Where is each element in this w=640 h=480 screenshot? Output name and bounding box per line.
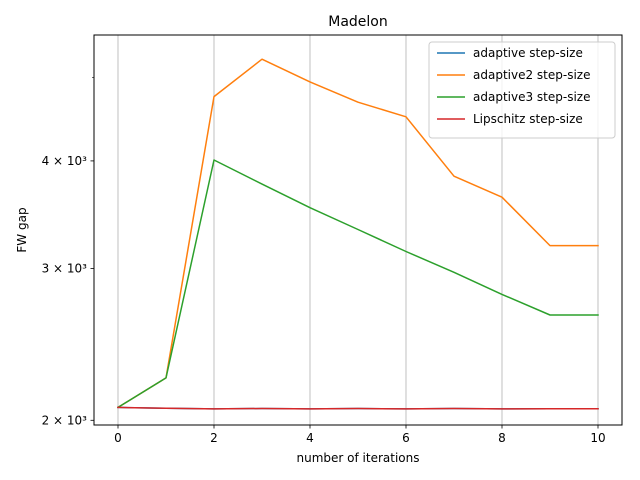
x-tick-label: 6 [402,431,410,445]
series-lines [116,58,599,410]
x-tick-label: 8 [498,431,506,445]
x-tick-label: 2 [210,431,218,445]
plot-frame [93,34,623,426]
x-tick-label: 10 [590,431,605,445]
x-tick-label: 0 [114,431,122,445]
x-axis-label: number of iterations [297,451,420,465]
series-line-2 [116,159,599,409]
x-axis-ticks: 0 2 4 6 8 10 [114,425,606,445]
series-line-1 [116,58,599,409]
y-axis-label: FW gap [15,207,29,252]
chart-title: Madelon [328,14,388,30]
legend-box [428,41,616,139]
legend-entry: adaptive3 step-size [473,90,590,104]
legend-entry: Lipschitz step-size [473,112,583,126]
legend-entry: adaptive step-size [473,46,583,60]
x-tick-label: 4 [306,431,314,445]
series-line-3 [117,406,599,410]
legend: adaptive step-size adaptive2 step-size ada… [428,41,616,139]
y-tick-label: 4 × 10³ [42,154,88,168]
y-tick-label: 2 × 10³ [42,413,88,427]
y-axis-ticks: 2 × 10³ 3 × 10³ 4 × 10³ [42,77,94,427]
y-tick-label: 3 × 10³ [42,262,88,276]
legend-entry: adaptive2 step-size [473,68,590,82]
